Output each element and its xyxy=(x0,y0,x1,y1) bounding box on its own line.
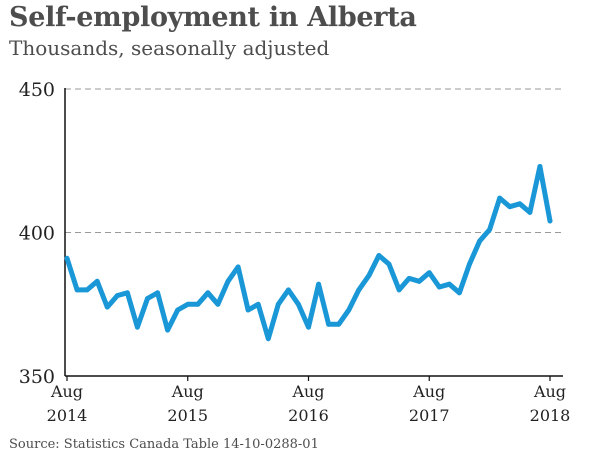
data-point xyxy=(406,276,412,281)
data-point xyxy=(74,287,80,293)
data-point xyxy=(467,261,472,267)
data-point xyxy=(457,290,462,296)
data-point xyxy=(114,293,120,298)
series-line xyxy=(64,164,553,342)
data-point xyxy=(185,301,191,307)
x-tick-year: 2017 xyxy=(409,406,450,425)
data-point xyxy=(255,301,261,307)
x-tick-labels: Aug 2014 Aug 2015 Aug 2016 Aug 2017 Aug 2018 xyxy=(47,382,571,425)
data-point xyxy=(426,270,432,276)
source-note: Source: Statistics Canada Table 14-10-02… xyxy=(9,437,319,452)
data-point xyxy=(195,301,201,307)
data-point xyxy=(94,278,100,284)
x-tick-month: Aug xyxy=(412,382,445,401)
data-point xyxy=(145,296,150,301)
data-point xyxy=(165,327,171,333)
data-point xyxy=(537,164,543,169)
data-point xyxy=(346,307,352,313)
data-point xyxy=(135,324,140,330)
series-layer xyxy=(64,164,553,342)
data-point xyxy=(306,324,311,330)
gridlines xyxy=(65,88,563,233)
data-point xyxy=(265,336,271,342)
data-point xyxy=(125,290,130,296)
data-point xyxy=(104,304,110,310)
data-point xyxy=(155,290,161,296)
data-point xyxy=(527,210,533,215)
y-tick-label: 400 xyxy=(19,223,55,245)
data-point xyxy=(497,195,503,201)
x-tick-month: Aug xyxy=(291,382,324,401)
x-tick-month: Aug xyxy=(171,382,204,401)
data-point xyxy=(64,255,70,261)
data-point xyxy=(477,238,482,244)
data-point xyxy=(296,301,301,307)
x-tick-year: 2015 xyxy=(167,406,208,425)
data-point xyxy=(447,281,452,287)
y-tick-label: 450 xyxy=(19,79,55,101)
data-point xyxy=(215,301,221,307)
data-point xyxy=(286,287,291,293)
data-point xyxy=(487,227,492,233)
data-point xyxy=(436,284,442,290)
data-point xyxy=(386,261,392,267)
chart-title: Self-employment in Alberta xyxy=(9,2,417,33)
x-tick-year: 2014 xyxy=(47,406,88,425)
data-point xyxy=(517,201,523,207)
data-point xyxy=(326,321,331,327)
data-point xyxy=(235,264,241,270)
data-point xyxy=(275,301,281,307)
x-tick-year: 2018 xyxy=(530,406,571,425)
y-tick-label: 350 xyxy=(19,366,55,388)
data-point xyxy=(356,287,362,293)
data-point xyxy=(316,281,321,287)
data-point xyxy=(225,278,231,284)
x-tick-month: Aug xyxy=(533,382,566,401)
data-point xyxy=(376,253,382,258)
x-tick-year: 2016 xyxy=(288,406,329,425)
data-point xyxy=(416,278,422,284)
data-point xyxy=(84,287,90,293)
data-point xyxy=(245,307,251,313)
y-tick-labels: 450 400 350 xyxy=(19,79,55,388)
data-point xyxy=(396,287,402,293)
data-point xyxy=(175,307,181,313)
data-point xyxy=(366,273,372,278)
data-point xyxy=(547,218,553,224)
data-point xyxy=(205,290,211,296)
axes xyxy=(64,88,563,381)
chart-subtitle: Thousands, seasonally adjusted xyxy=(9,36,330,60)
data-point xyxy=(507,204,513,210)
data-point xyxy=(336,321,342,327)
x-tick-month: Aug xyxy=(50,382,83,401)
